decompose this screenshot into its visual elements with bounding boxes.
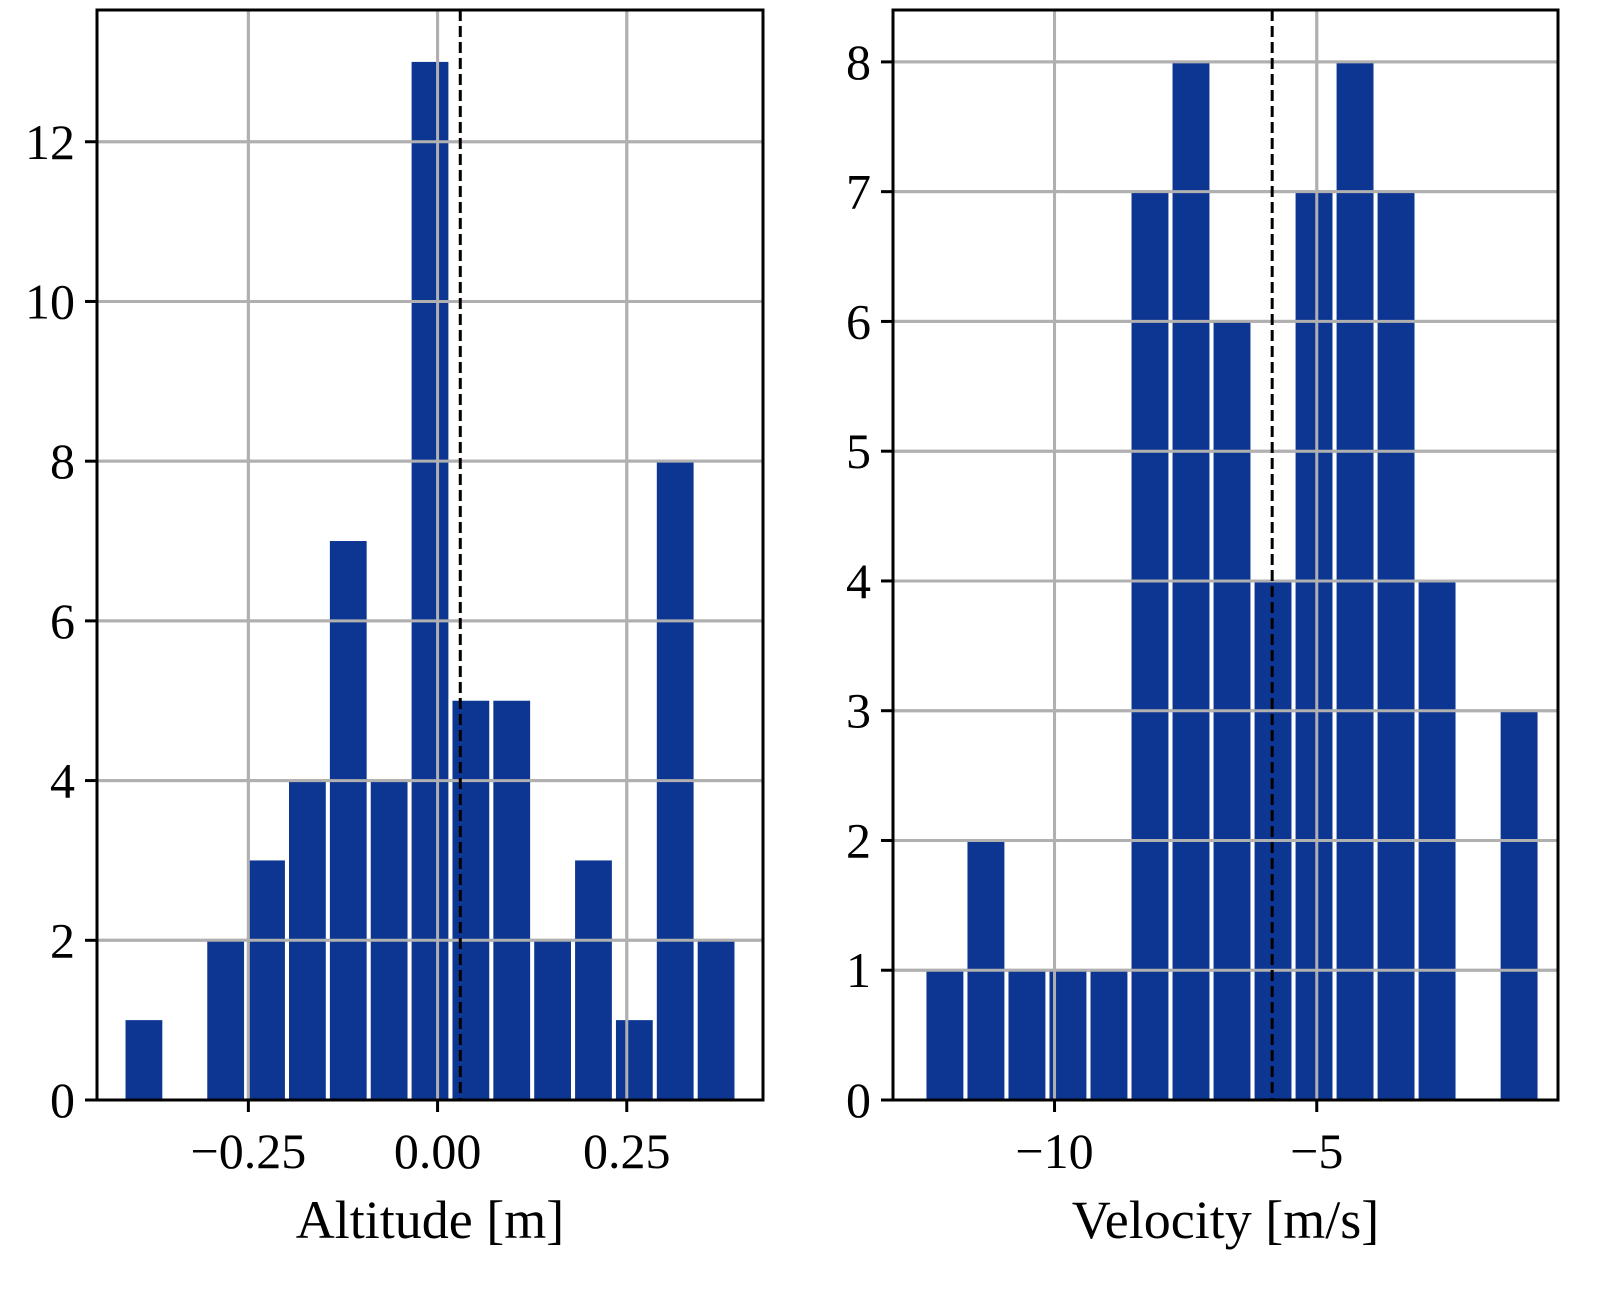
altitude-ytick-label: 10 (25, 273, 75, 329)
velocity-ytick-label: 0 (846, 1072, 871, 1128)
altitude-bar-2 (248, 860, 285, 1100)
altitude-ytick-label: 12 (25, 114, 75, 170)
velocity-axes-frame (891, 8, 1560, 1102)
velocity-bar-0 (926, 970, 964, 1100)
altitude-bar-1 (207, 940, 245, 1100)
velocity-bar-5 (1131, 191, 1169, 1100)
velocity-x-axis-label: Velocity [m/s] (1072, 1190, 1379, 1250)
velocity-ytick-label: 6 (846, 293, 871, 349)
altitude-bar-9 (534, 940, 571, 1100)
velocity-ytick-label: 5 (846, 423, 871, 479)
velocity-ytick-label: 1 (846, 942, 871, 998)
altitude-ytick-label: 0 (50, 1072, 75, 1128)
altitude-frame (95, 8, 765, 1102)
altitude-bar-13 (697, 940, 735, 1100)
altitude-histogram-panel: 0 2 4 6 8 10 12 −0.25 0.00 0.25 Altitude [m] (25, 8, 765, 1250)
velocity-ytick-label: 3 (846, 683, 871, 739)
altitude-ytick-label: 6 (50, 593, 75, 649)
altitude-bar-0 (125, 1020, 163, 1100)
altitude-bar-11 (615, 1020, 653, 1100)
velocity-ytick-label: 7 (846, 164, 871, 220)
velocity-xtick-label: −5 (1290, 1123, 1343, 1179)
altitude-ytick-label: 4 (50, 753, 75, 809)
velocity-bar-14 (1500, 710, 1538, 1100)
altitude-x-axis-label: Altitude [m] (296, 1190, 564, 1250)
velocity-ytick-label: 8 (846, 34, 871, 90)
velocity-bar-11 (1377, 191, 1415, 1100)
altitude-bar-10 (575, 860, 612, 1100)
altitude-ytick-label: 2 (50, 912, 75, 968)
velocity-xtick-label: −10 (1015, 1123, 1093, 1179)
altitude-xtick-label: 0.25 (583, 1123, 671, 1179)
velocity-bar-9 (1295, 191, 1333, 1100)
altitude-bar-7 (452, 700, 490, 1100)
velocity-frame (891, 8, 1560, 1102)
velocity-bars (893, 10, 1558, 1102)
velocity-histogram-panel: 0 1 2 3 4 5 6 7 8 −10 −5 Velocity [m/s] (846, 8, 1560, 1250)
altitude-xtick-label: −0.25 (191, 1123, 307, 1179)
altitude-bars (97, 10, 763, 1102)
altitude-bar-8 (493, 700, 531, 1100)
altitude-bar-4 (329, 541, 367, 1100)
altitude-bar-6 (411, 61, 449, 1100)
altitude-axes-frame (95, 8, 765, 1102)
velocity-ytick-label: 4 (846, 553, 871, 609)
velocity-bar-4 (1090, 970, 1128, 1100)
altitude-ytick-label: 8 (50, 433, 75, 489)
altitude-ticks: 0 2 4 6 8 10 12 −0.25 0.00 0.25 (25, 114, 671, 1179)
altitude-xtick-label: 0.00 (394, 1123, 482, 1179)
velocity-ticks: 0 1 2 3 4 5 6 7 8 −10 −5 (846, 34, 1343, 1179)
velocity-ytick-label: 2 (846, 812, 871, 868)
velocity-bar-2 (1008, 970, 1046, 1100)
